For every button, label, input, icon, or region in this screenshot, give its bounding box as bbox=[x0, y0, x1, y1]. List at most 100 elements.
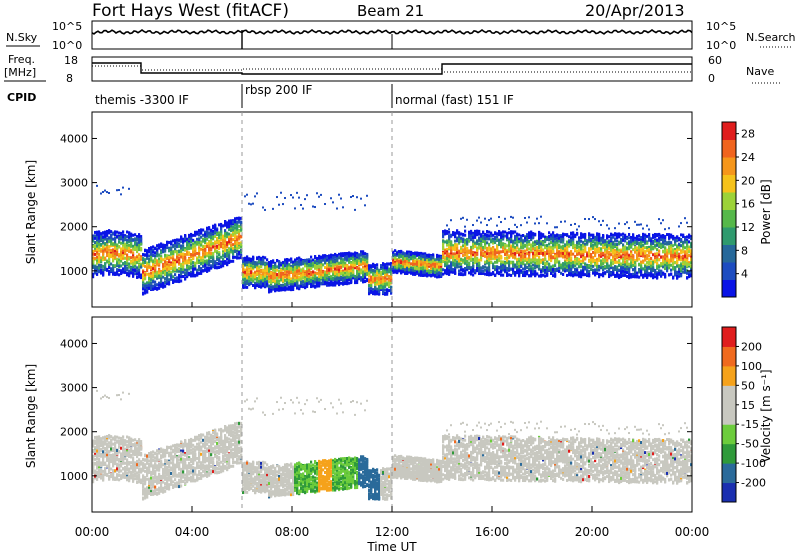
power-cell bbox=[224, 220, 227, 224]
power-cell bbox=[330, 264, 333, 268]
power-cell bbox=[368, 279, 371, 283]
power-cell bbox=[460, 272, 463, 276]
power-cell bbox=[126, 273, 129, 277]
power-cell bbox=[346, 282, 349, 286]
power-cell bbox=[160, 259, 163, 263]
power-cell bbox=[420, 264, 423, 268]
power-cell bbox=[426, 253, 429, 257]
power-cell bbox=[166, 240, 169, 244]
power-cell bbox=[108, 229, 111, 233]
power-cell bbox=[196, 273, 199, 277]
power-cell bbox=[214, 227, 217, 231]
power-cell bbox=[180, 246, 183, 250]
power-cell bbox=[340, 272, 343, 276]
power-cell bbox=[344, 267, 347, 271]
power-cell bbox=[224, 248, 227, 252]
power-cell bbox=[344, 261, 347, 265]
power-cell bbox=[344, 278, 347, 282]
power-cell bbox=[204, 230, 207, 234]
power-cell bbox=[310, 259, 313, 263]
power-cell bbox=[284, 286, 287, 290]
power-cell bbox=[170, 270, 173, 274]
power-cell bbox=[324, 258, 327, 262]
power-cell bbox=[438, 259, 441, 263]
power-cell bbox=[112, 231, 115, 235]
power-cell bbox=[104, 189, 106, 192]
power-cell bbox=[284, 278, 287, 282]
power-cell bbox=[308, 268, 311, 272]
power-cell bbox=[344, 265, 347, 269]
power-cell bbox=[264, 262, 267, 266]
power-cell bbox=[464, 225, 466, 228]
power-cell bbox=[296, 278, 299, 282]
power-cell bbox=[198, 272, 201, 276]
power-cell bbox=[462, 254, 465, 258]
power-cell bbox=[288, 258, 291, 262]
power-cell bbox=[370, 284, 373, 288]
power-cell bbox=[218, 262, 221, 266]
power-cell bbox=[446, 270, 449, 274]
power-cell bbox=[244, 282, 247, 286]
power-cell bbox=[164, 280, 167, 284]
power-cell bbox=[290, 280, 293, 284]
power-cell bbox=[486, 224, 488, 227]
power-cell bbox=[480, 237, 483, 241]
power-cell bbox=[428, 254, 431, 258]
power-cell bbox=[378, 269, 381, 273]
power-cell bbox=[132, 244, 135, 248]
power-cell bbox=[178, 273, 181, 277]
power-cell bbox=[372, 264, 375, 268]
power-cell bbox=[294, 261, 297, 265]
power-cell bbox=[128, 236, 131, 240]
power-cell bbox=[246, 282, 249, 286]
power-cell bbox=[290, 277, 293, 281]
power-cell bbox=[204, 265, 207, 269]
power-cell bbox=[132, 262, 135, 266]
power-cell bbox=[162, 244, 165, 248]
power-cell bbox=[412, 252, 415, 256]
power-cell bbox=[390, 271, 393, 275]
power-cell bbox=[494, 260, 497, 264]
power-cell bbox=[104, 268, 107, 272]
power-cell bbox=[302, 272, 305, 276]
power-cell bbox=[392, 270, 395, 274]
power-cell bbox=[120, 237, 123, 241]
power-cell bbox=[366, 194, 368, 197]
power-cell bbox=[102, 231, 105, 235]
power-cell bbox=[268, 261, 271, 265]
power-cell bbox=[316, 278, 319, 282]
power-cell bbox=[300, 269, 303, 273]
freq-tick-bottom: 8 bbox=[66, 72, 73, 85]
power-cell bbox=[250, 203, 252, 206]
freq-label-2: [MHz] bbox=[4, 66, 36, 79]
power-cell bbox=[236, 226, 239, 230]
power-cell bbox=[170, 261, 173, 265]
power-cell bbox=[114, 243, 117, 247]
power-cell bbox=[138, 268, 141, 272]
power-cell bbox=[314, 276, 317, 280]
power-cell bbox=[148, 283, 151, 287]
power-cell bbox=[362, 251, 365, 255]
noise-sky-line bbox=[91, 29, 693, 35]
power-cell bbox=[448, 246, 451, 250]
power-cell bbox=[234, 231, 237, 235]
power-cell bbox=[472, 242, 475, 246]
power-cell bbox=[334, 272, 337, 276]
power-cell bbox=[180, 237, 183, 241]
power-cell bbox=[200, 243, 203, 247]
power-cell bbox=[374, 273, 377, 277]
power-cell bbox=[222, 259, 225, 263]
power-cell bbox=[100, 259, 103, 263]
power-cell bbox=[186, 267, 189, 271]
power-cell bbox=[476, 256, 479, 260]
power-cell bbox=[488, 248, 491, 252]
power-cell bbox=[172, 269, 175, 273]
power-cell bbox=[210, 228, 213, 232]
power-cell bbox=[334, 262, 337, 266]
power-cell bbox=[358, 274, 361, 278]
power-cell bbox=[124, 252, 127, 256]
power-cell bbox=[320, 277, 323, 281]
power-cell bbox=[184, 271, 187, 275]
power-cell bbox=[164, 266, 167, 270]
power-cell bbox=[112, 265, 115, 269]
